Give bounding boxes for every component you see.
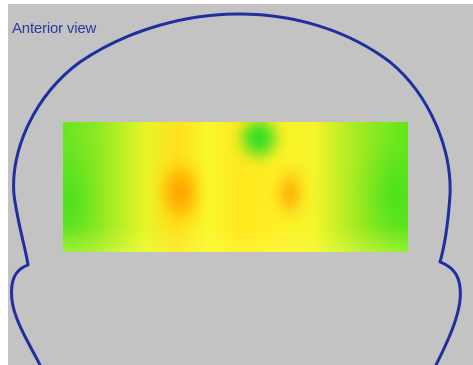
view-label: Anterior view xyxy=(12,20,97,37)
topography-map xyxy=(63,122,408,252)
head-outline xyxy=(10,12,462,365)
